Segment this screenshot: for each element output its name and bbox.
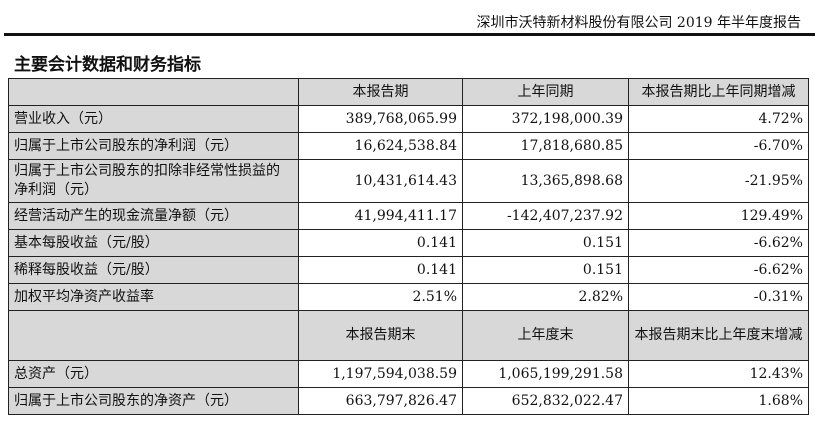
row-label: 经营活动产生的现金流量净额（元）	[8, 202, 299, 230]
table-header-row: 本报告期 上年同期 本报告期比上年同期增减	[8, 78, 809, 106]
table-row: 归属于上市公司股东的净利润（元） 16,624,538.84 17,818,680.…	[8, 132, 809, 160]
section-title: 主要会计数据和财务指标	[14, 55, 201, 75]
cell-value: 13,365,898.68	[462, 159, 629, 203]
table-row: 归属于上市公司股东的扣除非经常性损益的净利润（元） 10,431,614.43 13…	[8, 159, 809, 203]
document-header: 深圳市沃特新材料股份有限公司 2019 年半年度报告	[476, 15, 801, 31]
column-header: 上年度末	[462, 310, 629, 361]
cell-value: -6.62%	[628, 229, 809, 257]
column-header	[8, 310, 299, 361]
cell-value: 1,065,199,291.58	[462, 360, 629, 388]
row-label: 稀释每股收益（元/股）	[8, 256, 299, 284]
financial-table: 本报告期 上年同期 本报告期比上年同期增减 营业收入（元） 389,768,065.99…	[8, 78, 809, 415]
cell-value: -0.31%	[628, 283, 809, 311]
column-header: 本报告期比上年同期增减	[628, 78, 809, 106]
row-label: 基本每股收益（元/股）	[8, 229, 299, 257]
cell-value: 0.151	[462, 256, 629, 284]
cell-value: 16,624,538.84	[298, 132, 463, 160]
cell-value: 652,832,022.47	[462, 387, 629, 415]
cell-value: 129.49%	[628, 202, 809, 230]
cell-value: 2.51%	[298, 283, 463, 311]
cell-value: 0.151	[462, 229, 629, 257]
column-header: 本报告期末	[298, 310, 463, 361]
table-row: 加权平均净资产收益率 2.51% 2.82% -0.31%	[8, 283, 809, 311]
cell-value: 10,431,614.43	[298, 159, 463, 203]
column-header: 本报告期末比上年度末增减	[628, 310, 809, 361]
row-label: 归属于上市公司股东的净利润（元）	[8, 132, 299, 160]
column-header	[8, 78, 299, 106]
row-label: 加权平均净资产收益率	[8, 283, 299, 311]
column-header: 上年同期	[462, 78, 629, 106]
row-label: 营业收入（元）	[8, 105, 299, 133]
cell-value: 389,768,065.99	[298, 105, 463, 133]
table-row: 稀释每股收益（元/股） 0.141 0.151 -6.62%	[8, 256, 809, 284]
cell-value: -6.70%	[628, 132, 809, 160]
cell-value: 1.68%	[628, 387, 809, 415]
header-rule	[4, 33, 815, 36]
cell-value: -6.62%	[628, 256, 809, 284]
cell-value: -142,407,237.92	[462, 202, 629, 230]
table-row: 基本每股收益（元/股） 0.141 0.151 -6.62%	[8, 229, 809, 257]
table-header-row: 本报告期末 上年度末 本报告期末比上年度末增减	[8, 310, 809, 361]
table-row: 归属于上市公司股东的净资产（元） 663,797,826.47 652,832,02…	[8, 387, 809, 415]
cell-value: 41,994,411.17	[298, 202, 463, 230]
cell-value: -21.95%	[628, 159, 809, 203]
cell-value: 372,198,000.39	[462, 105, 629, 133]
row-label: 总资产（元）	[8, 360, 299, 388]
table-row: 总资产（元） 1,197,594,038.59 1,065,199,291.58 12…	[8, 360, 809, 388]
row-label: 归属于上市公司股东的扣除非经常性损益的净利润（元）	[8, 159, 299, 203]
cell-value: 1,197,594,038.59	[298, 360, 463, 388]
cell-value: 0.141	[298, 229, 463, 257]
table-row: 经营活动产生的现金流量净额（元） 41,994,411.17 -142,407,23…	[8, 202, 809, 230]
cell-value: 4.72%	[628, 105, 809, 133]
table-row: 营业收入（元） 389,768,065.99 372,198,000.39 4.72%	[8, 105, 809, 133]
cell-value: 12.43%	[628, 360, 809, 388]
cell-value: 663,797,826.47	[298, 387, 463, 415]
cell-value: 2.82%	[462, 283, 629, 311]
column-header: 本报告期	[298, 78, 463, 106]
row-label: 归属于上市公司股东的净资产（元）	[8, 387, 299, 415]
cell-value: 0.141	[298, 256, 463, 284]
cell-value: 17,818,680.85	[462, 132, 629, 160]
